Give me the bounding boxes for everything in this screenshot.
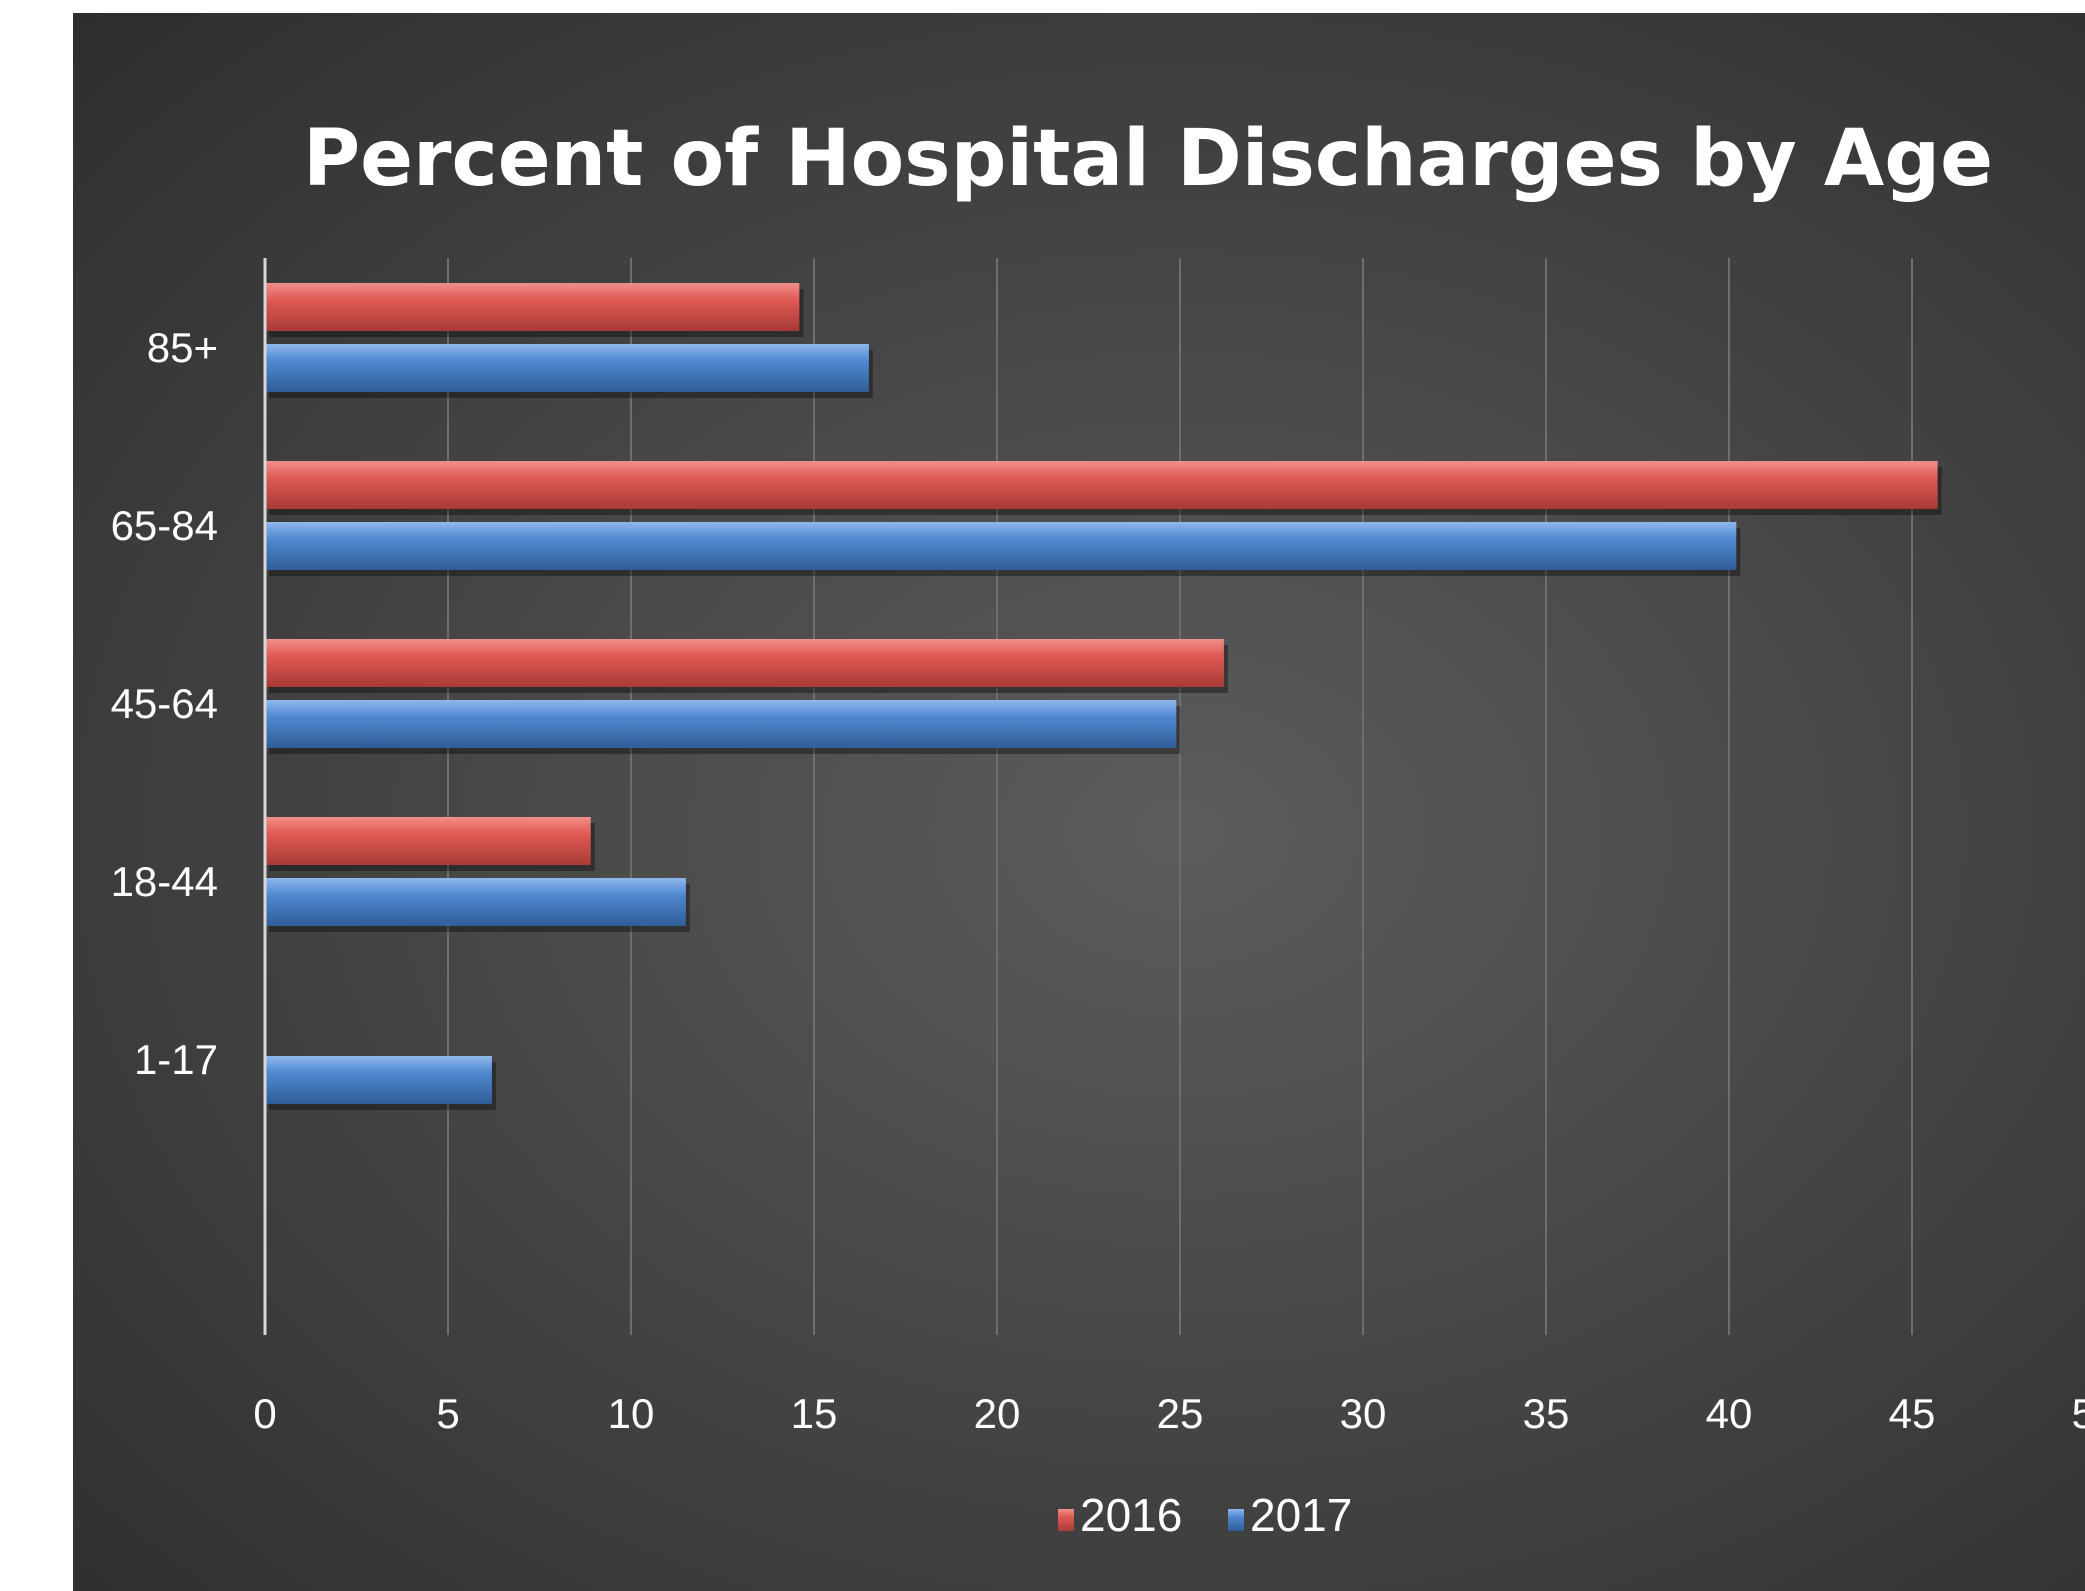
x-tick-label: 0 bbox=[253, 1390, 276, 1437]
bar-2016 bbox=[265, 817, 591, 865]
x-tick-label: 25 bbox=[1157, 1390, 1204, 1437]
grid-lines bbox=[447, 258, 1913, 1335]
x-tick-label: 45 bbox=[1889, 1390, 1936, 1437]
x-tick-label: 35 bbox=[1523, 1390, 1570, 1437]
bar-2017 bbox=[265, 700, 1177, 748]
bars bbox=[265, 283, 1942, 1110]
bar-2016 bbox=[265, 461, 1938, 509]
category-label: 65-84 bbox=[111, 502, 218, 549]
category-label: 45-64 bbox=[111, 680, 218, 727]
legend-swatch-2016 bbox=[1058, 1509, 1074, 1531]
bar-2017 bbox=[265, 522, 1737, 570]
bar-chart: Percent of Hospital Discharges by Age 0 5… bbox=[111, 114, 2085, 1541]
axes: 0 5 10 15 20 25 30 35 40 45 50 85+ 65-84 45-64 18-44 1-… bbox=[111, 258, 2085, 1437]
x-tick-label: 15 bbox=[791, 1390, 838, 1437]
legend: 2016 2017 bbox=[1058, 1489, 1352, 1541]
x-tick-label: 10 bbox=[608, 1390, 655, 1437]
category-label: 85+ bbox=[147, 324, 218, 371]
x-tick-label: 30 bbox=[1340, 1390, 1387, 1437]
x-tick-label: 40 bbox=[1706, 1390, 1753, 1437]
x-tick-label: 5 bbox=[436, 1390, 459, 1437]
bar-2017 bbox=[265, 1056, 492, 1104]
bar-2017 bbox=[265, 344, 869, 392]
category-label: 1-17 bbox=[134, 1036, 218, 1083]
bar-2016 bbox=[265, 283, 800, 331]
legend-label-2016: 2016 bbox=[1080, 1489, 1182, 1541]
legend-label-2017: 2017 bbox=[1250, 1489, 1352, 1541]
category-label: 18-44 bbox=[111, 858, 218, 905]
chart-title: Percent of Hospital Discharges by Age bbox=[303, 114, 1993, 204]
bar-2016 bbox=[265, 639, 1224, 687]
x-tick-label: 20 bbox=[974, 1390, 1021, 1437]
bar-2017 bbox=[265, 878, 686, 926]
legend-swatch-2017 bbox=[1228, 1509, 1244, 1531]
x-tick-label: 50 bbox=[2072, 1390, 2085, 1437]
chart-frame: Percent of Hospital Discharges by Age 0 5… bbox=[73, 13, 2085, 1591]
